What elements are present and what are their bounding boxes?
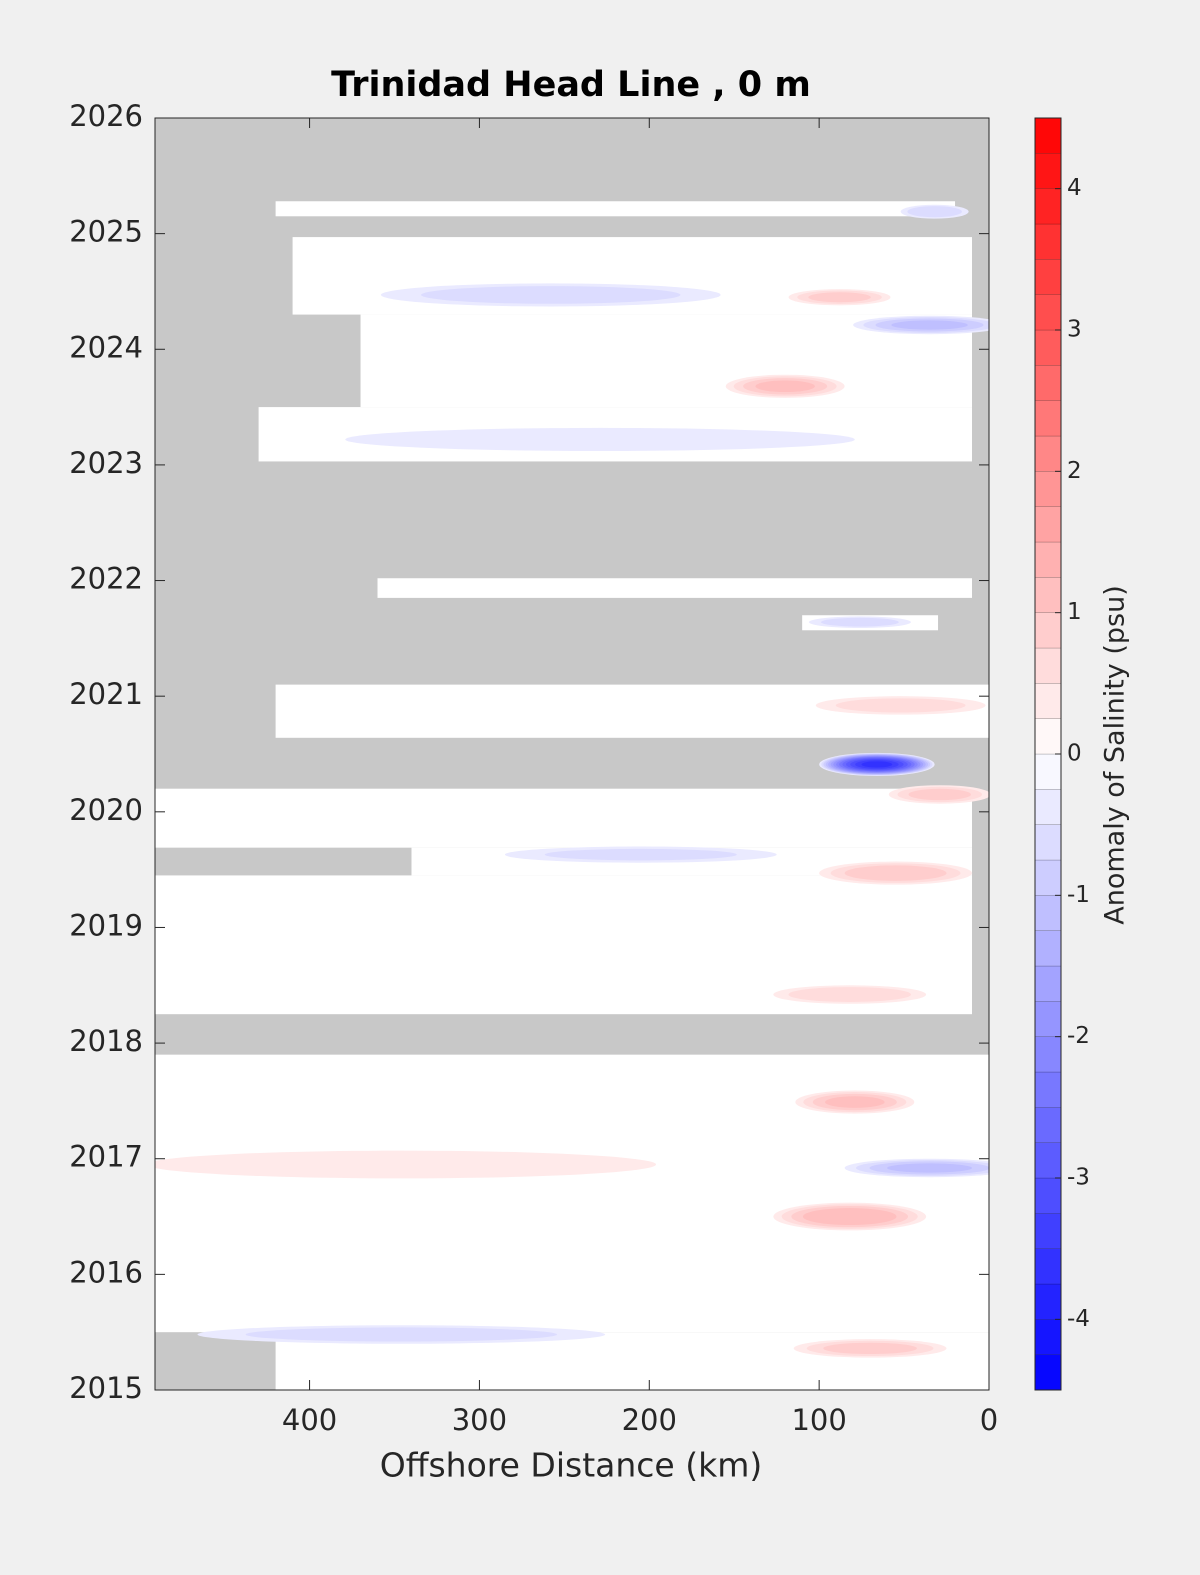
y-tick-label: 2018 — [69, 1024, 143, 1058]
anomaly-contour — [788, 987, 912, 1002]
colorbar-level — [1034, 647, 1062, 684]
axes-box — [154, 117, 990, 1391]
y-tick-label: 2023 — [69, 446, 143, 480]
y-tick-label: 2026 — [69, 99, 143, 133]
anomaly-contour — [245, 1327, 557, 1342]
x-tick-label: 200 — [622, 1403, 677, 1437]
colorbar-level — [1034, 859, 1062, 896]
colorbar-level — [1034, 435, 1062, 472]
anomaly-contour — [844, 865, 947, 881]
data-coverage — [155, 788, 973, 848]
anomaly-contour — [823, 1342, 917, 1355]
colorbar-level — [1034, 223, 1062, 260]
anomaly-contour — [544, 848, 737, 861]
chart-title: Trinidad Head Line , 0 m — [331, 65, 811, 105]
x-tick-label: 400 — [282, 1403, 337, 1437]
x-tick-label: 100 — [791, 1403, 846, 1437]
colorbar-level — [1034, 117, 1062, 154]
colorbar-level — [1034, 471, 1062, 507]
colorbar-level — [1034, 1177, 1062, 1214]
colorbar-level — [1034, 612, 1062, 649]
colorbar-level — [1034, 1354, 1062, 1391]
colorbar-level — [1034, 1071, 1062, 1108]
anomaly-contour — [908, 788, 971, 801]
anomaly-contour — [907, 206, 962, 218]
colorbar-level — [1034, 400, 1062, 437]
colorbar-level — [1034, 930, 1062, 967]
colorbar-level — [1034, 753, 1062, 790]
colorbar-tick-label: -3 — [1067, 1165, 1090, 1191]
y-tick-label: 2016 — [69, 1255, 143, 1289]
anomaly-contour — [755, 380, 815, 393]
anomaly-contour — [820, 617, 899, 627]
y-tick-label: 2019 — [69, 908, 143, 942]
colorbar-level — [1034, 1319, 1062, 1355]
colorbar-level — [1034, 965, 1062, 1002]
colorbar-level — [1034, 789, 1062, 825]
anomaly-contour — [825, 1096, 885, 1108]
x-tick-label: 0 — [980, 1403, 998, 1437]
colorbar-level — [1034, 718, 1062, 755]
colorbar-level — [1034, 329, 1062, 366]
y-tick-label: 2017 — [69, 1140, 143, 1174]
colorbar-level — [1034, 1036, 1062, 1073]
colorbar-level — [1034, 506, 1062, 543]
y-tick-label: 2015 — [69, 1371, 143, 1405]
y-tick-label: 2021 — [69, 677, 143, 711]
colorbar-level — [1034, 1248, 1062, 1285]
colorbar-tick-label: 3 — [1067, 317, 1082, 343]
colorbar-level — [1034, 259, 1062, 295]
colorbar-tick-label: 1 — [1067, 599, 1082, 625]
colorbar-level — [1034, 577, 1062, 613]
x-axis-label: Offshore Distance (km) — [380, 1446, 762, 1485]
colorbar-level — [1034, 683, 1062, 719]
anomaly-contour — [808, 292, 871, 303]
anomaly-contour — [802, 1208, 897, 1226]
data-coverage — [377, 578, 973, 598]
colorbar-level — [1034, 294, 1062, 331]
anomaly-contour — [155, 1150, 657, 1179]
colorbar-level — [1034, 1283, 1062, 1320]
colorbar-tick-label: 2 — [1067, 458, 1082, 484]
y-tick-label: 2025 — [69, 215, 143, 249]
y-tick-label: 2024 — [69, 330, 143, 364]
colorbar-level — [1034, 1107, 1062, 1143]
colorbar-tick-label: -2 — [1067, 1023, 1090, 1049]
anomaly-contour — [887, 1163, 973, 1173]
plot-area — [155, 118, 989, 1390]
colorbar-level — [1034, 541, 1062, 578]
colorbar-tick-label: 4 — [1067, 175, 1082, 201]
anomaly-contour — [861, 761, 893, 768]
colorbar-level — [1034, 895, 1062, 931]
anomaly-contour — [835, 698, 966, 713]
colorbar-level — [1034, 1001, 1062, 1037]
anomaly-contour — [891, 320, 968, 330]
colorbar-tick-label: -1 — [1067, 882, 1090, 908]
anomaly-contour — [421, 286, 681, 304]
anomaly-contour — [345, 427, 855, 452]
colorbar-level — [1034, 153, 1062, 189]
colorbar-level — [1034, 365, 1062, 401]
colorbar-tick-label: 0 — [1067, 741, 1082, 767]
colorbar-level — [1034, 1213, 1062, 1249]
colorbar-level — [1034, 188, 1062, 225]
data-coverage — [275, 201, 956, 217]
y-tick-label: 2020 — [69, 793, 143, 827]
colorbar-level — [1034, 1142, 1062, 1179]
x-tick-label: 300 — [452, 1403, 507, 1437]
colorbar-level — [1034, 824, 1062, 861]
y-tick-label: 2022 — [69, 562, 143, 596]
colorbar-label: Anomaly of Salinity (psu) — [1100, 585, 1131, 924]
axes: 400 300 200 100 0201520162017201820192020202… — [69, 99, 1090, 1437]
colorbar-tick-label: -4 — [1067, 1306, 1090, 1332]
